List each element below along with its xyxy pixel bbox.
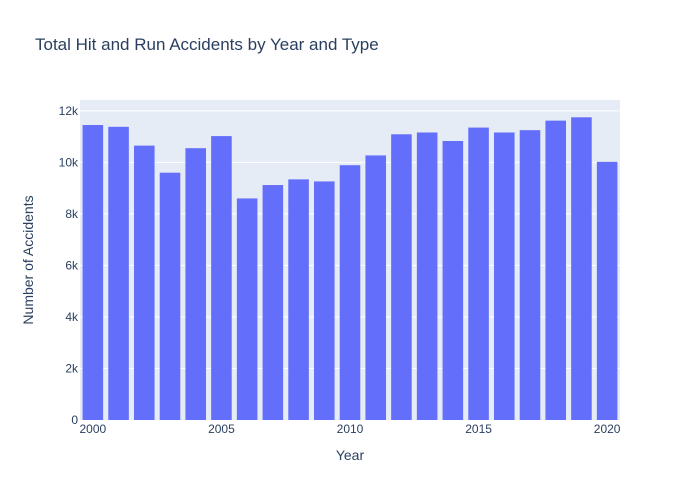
x-axis-title: Year (336, 447, 365, 463)
bar-2004 (185, 148, 206, 420)
bar-2003 (159, 172, 181, 420)
y-tick-label-0: 0 (71, 413, 78, 427)
bar-2009 (314, 181, 335, 420)
bar-2005 (211, 136, 232, 420)
bar-2013 (416, 132, 438, 420)
bar-2017 (519, 130, 541, 420)
y-tick-label-12k: 12k (59, 104, 79, 118)
x-tick-label-2015: 2015 (465, 422, 492, 436)
bar-2006 (236, 198, 258, 420)
bar-2002 (134, 145, 155, 420)
bar-2014 (442, 140, 464, 420)
bars (82, 117, 618, 421)
x-tick-label-2005: 2005 (208, 422, 235, 436)
x-axis-ticks: 2000 2005 2010 2015 2020 (80, 422, 621, 436)
bar-2016 (494, 132, 515, 420)
y-axis-title: Number of Accidents (20, 195, 36, 324)
bar-2007 (262, 185, 284, 420)
y-tick-label-2k: 2k (65, 361, 79, 375)
bar-2008 (288, 179, 309, 420)
x-tick-label-2000: 2000 (80, 422, 107, 436)
y-tick-label-4k: 4k (65, 310, 79, 324)
x-tick-label-2010: 2010 (337, 422, 364, 436)
y-tick-label-6k: 6k (65, 258, 79, 272)
bar-2001 (108, 126, 129, 421)
chart-title: Total Hit and Run Accidents by Year and … (35, 35, 379, 54)
bar-2012 (391, 134, 412, 420)
bar-2018 (545, 120, 566, 420)
y-tick-label-8k: 8k (65, 207, 79, 221)
x-tick-label-2020: 2020 (594, 422, 621, 436)
bar-2015 (468, 127, 489, 420)
y-tick-label-10k: 10k (59, 155, 79, 169)
bar-2000 (82, 125, 104, 421)
bar-2011 (365, 155, 386, 420)
bar-2020 (596, 161, 618, 420)
bar-2019 (571, 117, 592, 420)
bar-2010 (339, 165, 361, 420)
y-axis-ticks: 0 2k 4k 6k 8k 10k 12k (59, 104, 79, 427)
